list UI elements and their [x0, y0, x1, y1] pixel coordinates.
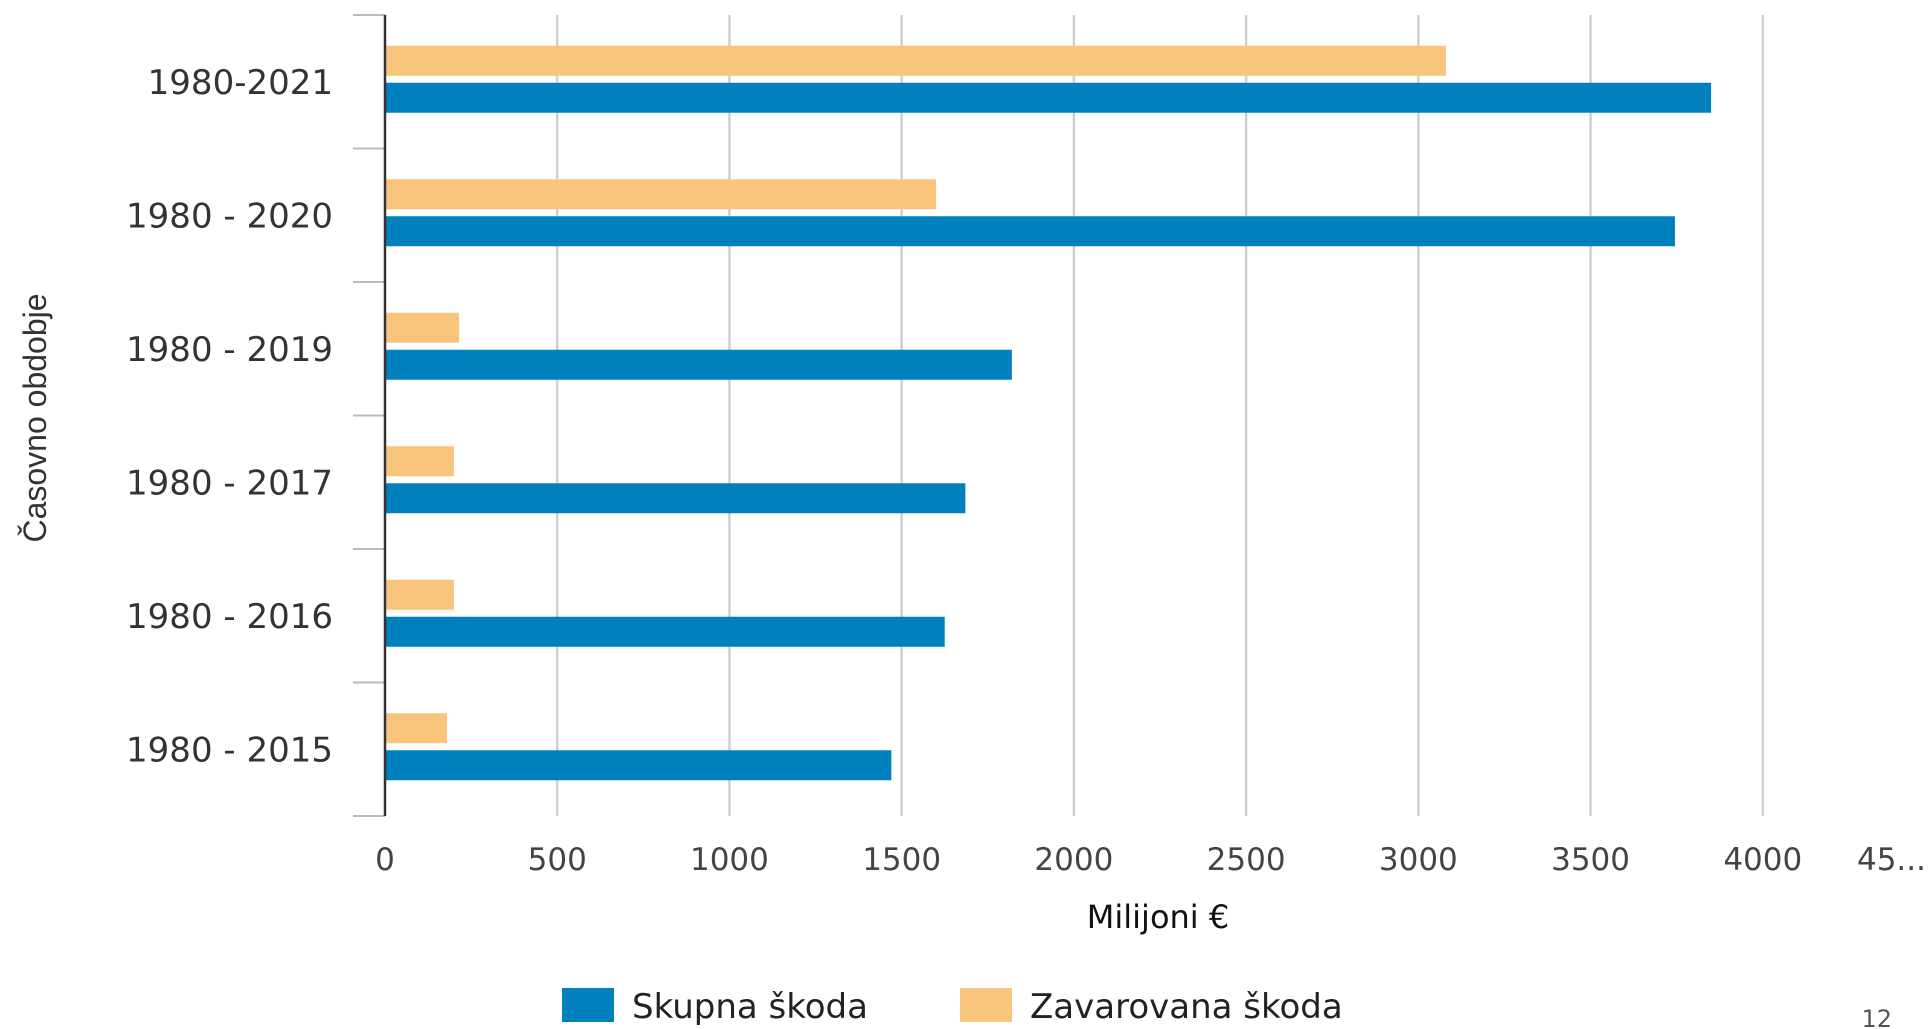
x-tick-labels: 0 500 1000 1500 2000 2500 3000 3500 4000 45... [375, 842, 1926, 878]
legend-label-skupna: Skupna škoda [632, 987, 868, 1027]
y-tick-label: 1980 - 2019 [126, 330, 333, 370]
x-tick-label: 3500 [1551, 842, 1630, 878]
y-tick-marks [353, 14, 385, 817]
bars [385, 45, 1712, 781]
grid-lines [555, 15, 1765, 816]
bar-zavarovana [385, 45, 1446, 76]
y-tick-label: 1980 - 2016 [126, 597, 333, 637]
y-axis-title: Časovno obdobje [17, 293, 53, 542]
x-tick-label: 1000 [690, 842, 769, 878]
x-axis-title: Milijoni € [1087, 898, 1229, 936]
legend-swatch-zavarovana [960, 988, 1012, 1022]
bar-skupna [385, 82, 1712, 113]
y-tick-labels: 1980-2021 1980 - 2020 1980 - 2019 1980 - 20… [126, 63, 333, 771]
bar-skupna [385, 483, 966, 514]
x-tick-label: 4000 [1723, 842, 1802, 878]
bar-skupna [385, 349, 1012, 380]
bar-skupna [385, 750, 892, 781]
bar-skupna [385, 216, 1675, 247]
x-tick-label: 2500 [1207, 842, 1286, 878]
y-tick-label: 1980 - 2015 [126, 730, 333, 770]
legend-swatch-skupna [562, 988, 614, 1022]
x-tick-label: 0 [375, 842, 395, 878]
x-tick-label: 45... [1857, 842, 1926, 878]
bar-zavarovana [385, 312, 460, 343]
bar-zavarovana [385, 179, 937, 210]
y-tick-label: 1980 - 2017 [126, 463, 333, 503]
bar-skupna [385, 616, 945, 647]
x-tick-label: 500 [528, 842, 587, 878]
x-tick-label: 3000 [1379, 842, 1458, 878]
legend: Skupna škoda Zavarovana škoda [562, 987, 1343, 1027]
y-tick-label: 1980-2021 [148, 63, 333, 103]
x-tick-label: 2000 [1034, 842, 1113, 878]
x-tick-label: 1500 [862, 842, 941, 878]
page-number: 12 [1861, 1005, 1892, 1029]
bar-zavarovana [385, 446, 454, 477]
bar-zavarovana [385, 579, 454, 610]
bar-zavarovana [385, 713, 447, 744]
legend-label-zavarovana: Zavarovana škoda [1030, 987, 1343, 1027]
y-tick-label: 1980 - 2020 [126, 196, 333, 236]
